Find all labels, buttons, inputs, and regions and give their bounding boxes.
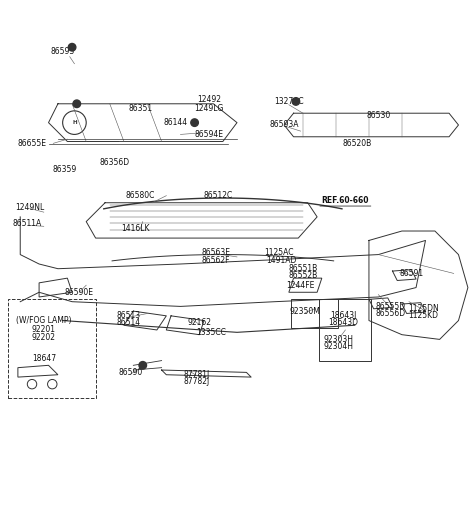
Text: 1244FE: 1244FE	[286, 281, 315, 290]
Text: 86563E: 86563E	[201, 248, 230, 257]
Text: 86511A: 86511A	[13, 220, 42, 229]
Text: 86552B: 86552B	[288, 271, 318, 280]
Text: 18643J: 18643J	[330, 312, 356, 320]
Text: 86520B: 86520B	[343, 139, 372, 148]
Text: 86593: 86593	[51, 48, 75, 56]
Circle shape	[191, 119, 198, 126]
Text: 92303H: 92303H	[323, 335, 353, 344]
Text: 1249LG: 1249LG	[194, 104, 223, 113]
Text: 92304H: 92304H	[323, 342, 353, 351]
Text: H: H	[72, 120, 77, 125]
Text: 1327AC: 1327AC	[274, 97, 304, 106]
Text: 1125AC: 1125AC	[264, 248, 294, 257]
Text: 92162: 92162	[187, 318, 211, 327]
Text: 86512C: 86512C	[203, 191, 233, 200]
Text: 86591: 86591	[399, 269, 423, 278]
Text: 18647: 18647	[32, 354, 56, 363]
Text: 86359: 86359	[53, 165, 77, 174]
Text: 86551B: 86551B	[288, 264, 318, 273]
Text: 86530: 86530	[366, 111, 391, 120]
Text: 1491AD: 1491AD	[266, 256, 297, 265]
Text: REF.60-660: REF.60-660	[322, 196, 369, 205]
Text: 92350M: 92350M	[290, 307, 321, 316]
Text: 1249NL: 1249NL	[15, 203, 44, 212]
Text: 86351: 86351	[128, 104, 153, 113]
Text: 92202: 92202	[32, 333, 56, 342]
Text: 1335CC: 1335CC	[196, 328, 226, 337]
Text: 86514: 86514	[117, 318, 141, 327]
Text: 86513: 86513	[117, 312, 141, 320]
Text: 86556D: 86556D	[375, 309, 405, 318]
Text: 86594E: 86594E	[194, 130, 223, 139]
Text: 87782J: 87782J	[184, 378, 210, 386]
Text: 18643D: 18643D	[328, 318, 358, 327]
Text: 86356D: 86356D	[100, 158, 129, 167]
Text: 1125KD: 1125KD	[408, 312, 438, 320]
Text: 86655E: 86655E	[18, 139, 46, 148]
Text: 86593A: 86593A	[269, 120, 299, 129]
Circle shape	[68, 43, 76, 51]
Text: 86555D: 86555D	[375, 302, 405, 311]
Circle shape	[139, 362, 146, 369]
Text: 12492: 12492	[197, 95, 221, 103]
Text: 86144: 86144	[164, 118, 188, 127]
Circle shape	[292, 98, 300, 105]
Text: 86590E: 86590E	[64, 288, 94, 297]
Text: 1416LK: 1416LK	[121, 224, 150, 233]
Circle shape	[73, 100, 81, 108]
Text: (W/FOG LAMP): (W/FOG LAMP)	[16, 316, 72, 325]
Text: 92201: 92201	[32, 325, 56, 334]
Text: 87781J: 87781J	[184, 370, 210, 379]
Text: 1125DN: 1125DN	[408, 304, 438, 313]
Text: 86590: 86590	[119, 368, 143, 377]
Text: 86580C: 86580C	[126, 191, 155, 200]
Text: 86562F: 86562F	[201, 256, 230, 265]
